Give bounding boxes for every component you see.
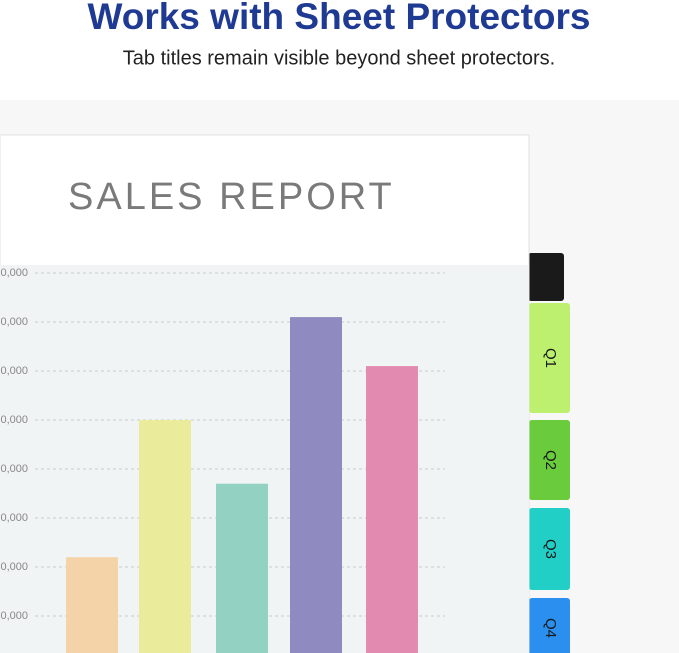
- y-tick-label: 0,000: [0, 463, 28, 475]
- tab-label: Q1: [542, 348, 559, 368]
- tab-label: Q2: [542, 450, 559, 470]
- y-tick-label: 0,000: [0, 610, 28, 622]
- y-tick-label: 0,000: [0, 561, 28, 573]
- y-tick-label: 0,000: [0, 512, 28, 524]
- tab: [529, 420, 570, 500]
- bar: [216, 483, 268, 653]
- bar: [290, 317, 342, 653]
- header-band: [0, 0, 679, 100]
- y-tick-label: 0,000: [0, 365, 28, 377]
- tab: [529, 303, 570, 413]
- report-title: SALES REPORT: [68, 176, 395, 218]
- subheadline: Tab titles remain visible beyond sheet p…: [123, 47, 555, 69]
- bar: [139, 420, 191, 653]
- black-tab: [528, 253, 564, 301]
- bar: [366, 366, 418, 653]
- y-tick-label: 0,000: [0, 267, 28, 279]
- headline: Works with Sheet Protectors: [87, 0, 590, 37]
- tab-label: Q3: [542, 539, 559, 559]
- bar: [66, 557, 118, 653]
- tab: [529, 508, 570, 590]
- y-tick-label: 0,000: [0, 414, 28, 426]
- y-tick-label: 0,000: [0, 316, 28, 328]
- tab: [529, 598, 570, 653]
- tab-label: Q4: [542, 618, 559, 638]
